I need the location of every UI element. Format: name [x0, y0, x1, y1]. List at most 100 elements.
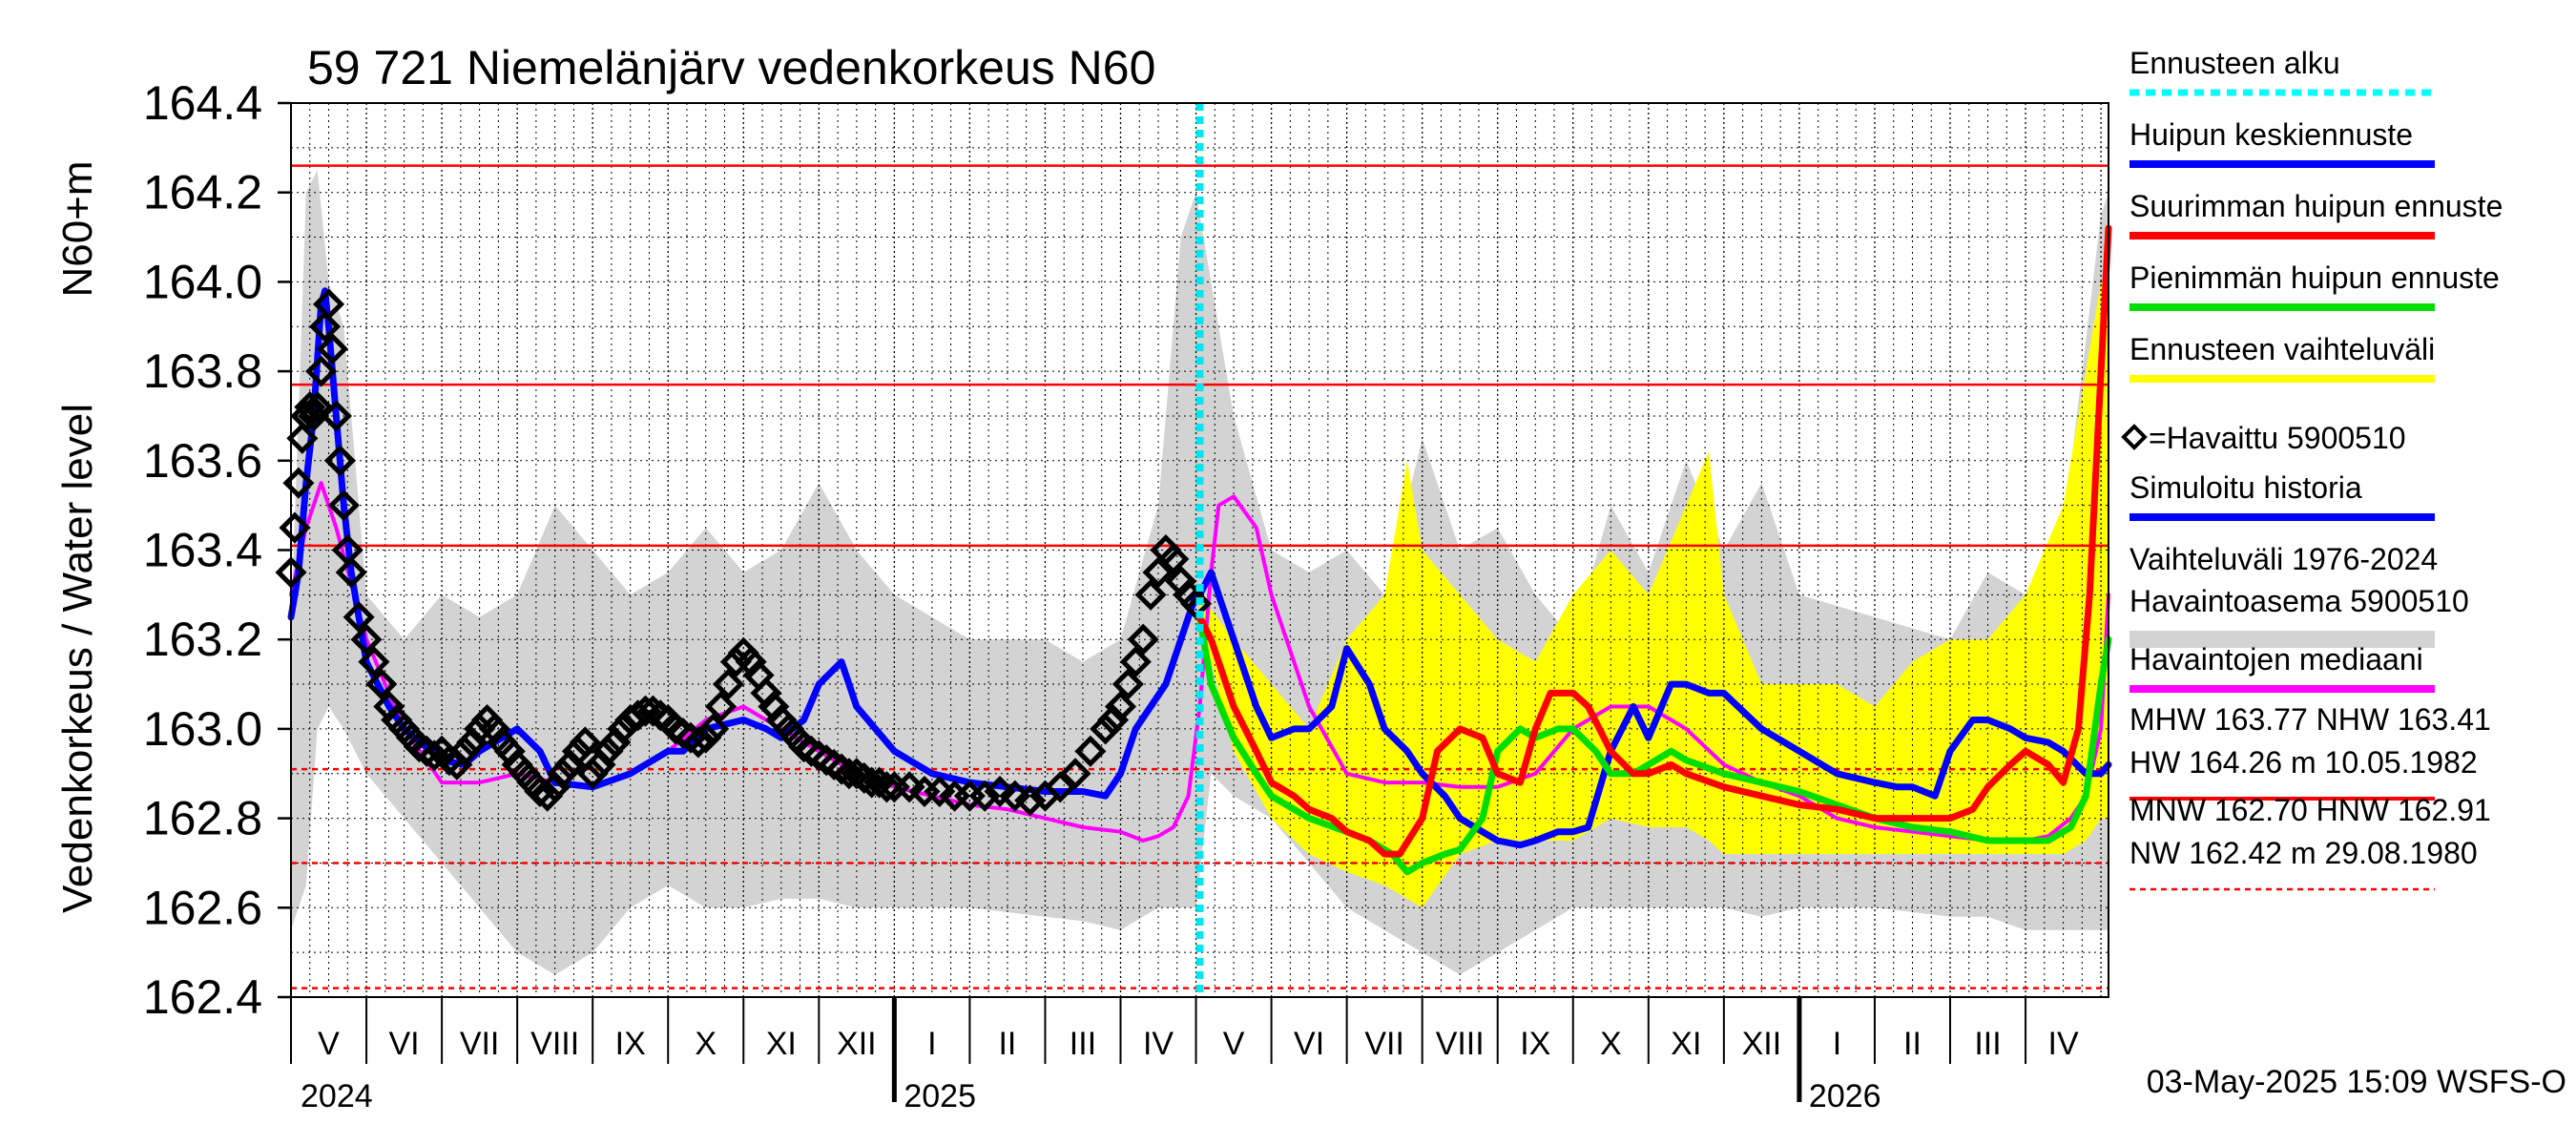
y-tick-label: 163.4: [143, 524, 262, 577]
observed-point: [690, 721, 722, 754]
observed-point: [569, 726, 601, 759]
legend-label: Havaintojen mediaani: [2129, 642, 2423, 677]
observed-point: [493, 735, 526, 767]
observed-point: [1014, 784, 1047, 817]
observed-point: [1165, 565, 1197, 597]
month-label: X: [1600, 1026, 1622, 1062]
observed-point: [312, 288, 345, 321]
month-label: III: [1974, 1026, 2001, 1062]
stats-label: HW 164.26 m 10.05.1982: [2129, 745, 2478, 780]
observed-point: [305, 355, 338, 387]
observed-point: [561, 735, 593, 767]
observed-point: [294, 391, 326, 424]
observed-point: [547, 758, 579, 790]
month-label: I: [1833, 1026, 1841, 1062]
stats-label: NW 162.42 m 29.08.1980: [2129, 836, 2478, 870]
observed-point: [373, 690, 405, 723]
observed-point: [1157, 543, 1190, 575]
y-tick-label: 164.4: [143, 76, 262, 130]
month-label: VI: [389, 1026, 420, 1062]
observed-point: [705, 690, 737, 723]
year-label: 2025: [904, 1078, 976, 1114]
month-label: XI: [766, 1026, 797, 1062]
month-label: IX: [1520, 1026, 1550, 1062]
series-suurimman-huipun-ennuste: [1196, 224, 2112, 858]
month-label: XII: [1742, 1026, 1782, 1062]
month-label: V: [318, 1026, 340, 1062]
observed-point: [1142, 556, 1174, 589]
observed-point: [1059, 758, 1091, 790]
month-label: IX: [615, 1026, 646, 1062]
observed-point: [448, 735, 481, 767]
observed-point: [750, 677, 782, 709]
legend-label: =Havaittu 5900510: [2149, 421, 2406, 455]
y-tick-label: 163.6: [143, 434, 262, 488]
observed-point: [592, 735, 624, 767]
y-axis-label: Vedenkorkeus / Water level: [54, 404, 101, 913]
stats-label: MNW 162.70 HNW 162.91: [2129, 793, 2491, 827]
y-tick-label: 163.0: [143, 702, 262, 756]
observed-point: [323, 445, 356, 477]
observed-point: [735, 646, 767, 678]
observed-point: [968, 780, 1001, 812]
observed-point: [531, 780, 564, 812]
plot-area: [275, 102, 2112, 998]
month-axis-layer: V VI VII VIII IX X XI XII I II III IV V VI VII VIII IX X X…: [290, 996, 2109, 1114]
observed-point: [1104, 690, 1137, 723]
month-label: VII: [1364, 1026, 1404, 1062]
legend-label: Ennusteen alku: [2129, 46, 2340, 80]
chart-title: 59 721 Niemelänjärv vedenkorkeus N60: [307, 41, 1155, 94]
observed-point: [350, 623, 383, 656]
observed-point: [1090, 713, 1122, 745]
month-label: V: [1223, 1026, 1245, 1062]
observed-point: [343, 601, 375, 634]
observed-point: [279, 511, 311, 544]
observed-point: [576, 758, 609, 790]
y-tick-label: 163.8: [143, 344, 262, 398]
observed-point: [316, 333, 349, 365]
observed-point: [870, 771, 903, 803]
month-label: II: [998, 1026, 1016, 1062]
month-label: X: [695, 1026, 717, 1062]
observed-point: [1074, 735, 1107, 767]
observed-point: [320, 400, 352, 432]
month-label: VIII: [1436, 1026, 1485, 1062]
observed-point: [286, 422, 319, 454]
y-tick-label: 163.2: [143, 613, 262, 666]
observed-point: [309, 310, 342, 343]
y-tick-label: 164.0: [143, 255, 262, 308]
y-tick-label: 162.6: [143, 881, 262, 934]
y-tick-label: 162.8: [143, 792, 262, 845]
observed-point: [1119, 646, 1152, 678]
observed-point: [682, 726, 715, 759]
observed-point: [758, 690, 790, 723]
observed-point: [1134, 578, 1167, 611]
month-label: III: [1070, 1026, 1096, 1062]
observed-point: [478, 713, 510, 745]
month-label: II: [1903, 1026, 1922, 1062]
observed-point: [335, 556, 367, 589]
observed-layer: [275, 288, 1213, 817]
axis-layer: 162.4 162.6 162.8 163.0 163.2 163.4 163.6 163.8…: [143, 76, 291, 1024]
observed-point: [1111, 668, 1144, 700]
observed-point: [301, 391, 334, 424]
y-axis-unit-label: N60+m: [54, 160, 101, 297]
month-label: VI: [1294, 1026, 1324, 1062]
stats-label: MHW 163.77 NHW 163.41: [2129, 702, 2491, 737]
month-label: XII: [837, 1026, 877, 1062]
year-label: 2024: [301, 1078, 373, 1114]
legend: Ennusteen alku Huipun keskiennuste Suurimm…: [2121, 46, 2503, 891]
legend-label: Havaintoasema 5900510: [2129, 584, 2469, 618]
year-label: 2026: [1809, 1078, 1881, 1114]
legend-label: Huipun keskiennuste: [2129, 117, 2413, 152]
observed-point: [622, 699, 654, 732]
observed-point: [607, 713, 639, 745]
observed-point: [327, 489, 360, 522]
month-label: VIII: [530, 1026, 579, 1062]
month-label: I: [927, 1026, 936, 1062]
series-pienimm-n-huipun-ennuste: [1196, 614, 2112, 876]
timestamp-footer: 03-May-2025 15:09 WSFS-O: [2147, 1064, 2566, 1100]
legend-label: Ennusteen vaihteluväli: [2129, 332, 2435, 366]
month-label: VII: [460, 1026, 500, 1062]
